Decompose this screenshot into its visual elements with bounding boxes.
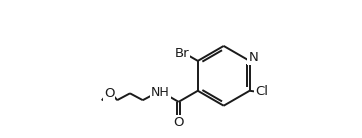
Text: N: N	[248, 51, 258, 64]
Text: NH: NH	[151, 86, 170, 99]
Text: O: O	[104, 87, 114, 100]
Text: Br: Br	[175, 47, 189, 60]
Text: Cl: Cl	[255, 85, 268, 98]
Text: O: O	[173, 116, 184, 129]
